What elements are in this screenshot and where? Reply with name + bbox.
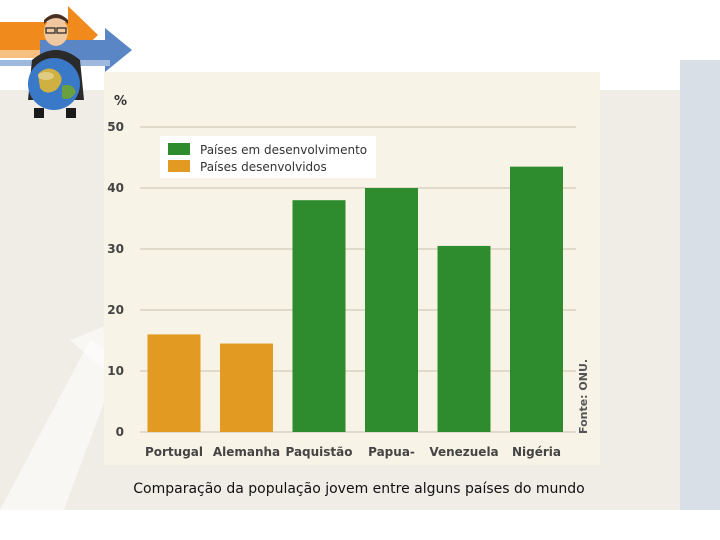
bar-chart: 0 10 20 30 40 50 Portugal Alemanha Paquistão Pap… — [107, 94, 590, 459]
bar-paquist-o — [292, 200, 346, 432]
bar-nig-ria — [510, 166, 563, 432]
slide-right-band — [680, 60, 720, 510]
category-label: Portugal — [145, 445, 203, 459]
header-graphic — [0, 6, 132, 118]
bar-portugal — [147, 334, 201, 432]
y-axis-unit: % — [114, 94, 127, 109]
businessman-with-globe-icon — [28, 14, 84, 118]
bar-alemanha — [220, 343, 273, 432]
y-tick-label: 10 — [107, 364, 124, 378]
y-tick-label: 30 — [107, 242, 124, 256]
y-tick-label: 0 — [116, 425, 124, 439]
legend-label-developing: Países em desenvolvimento — [200, 143, 367, 157]
chart-caption: Comparação da população jovem entre algu… — [133, 481, 585, 497]
legend-label-developed: Países desenvolvidos — [200, 160, 327, 174]
category-label: Alemanha — [213, 445, 280, 459]
category-label: Paquistão — [285, 445, 352, 459]
category-label: Papua- — [368, 445, 415, 459]
bar-papua — [365, 188, 418, 432]
legend: Países em desenvolvimento Países desenvo… — [160, 136, 376, 178]
chart-panel: 0 10 20 30 40 50 Portugal Alemanha Paquistão Pap… — [104, 72, 600, 465]
category-label: Nigéria — [512, 445, 561, 459]
y-tick-label: 50 — [107, 120, 124, 134]
category-label: Venezuela — [429, 445, 498, 459]
bar-venezuela — [437, 245, 491, 432]
source-note: Fonte: ONU. — [577, 359, 590, 434]
legend-swatch-developed — [168, 160, 190, 172]
y-tick-label: 40 — [107, 181, 124, 195]
y-tick-label: 20 — [107, 303, 124, 317]
legend-swatch-developing — [168, 143, 190, 155]
